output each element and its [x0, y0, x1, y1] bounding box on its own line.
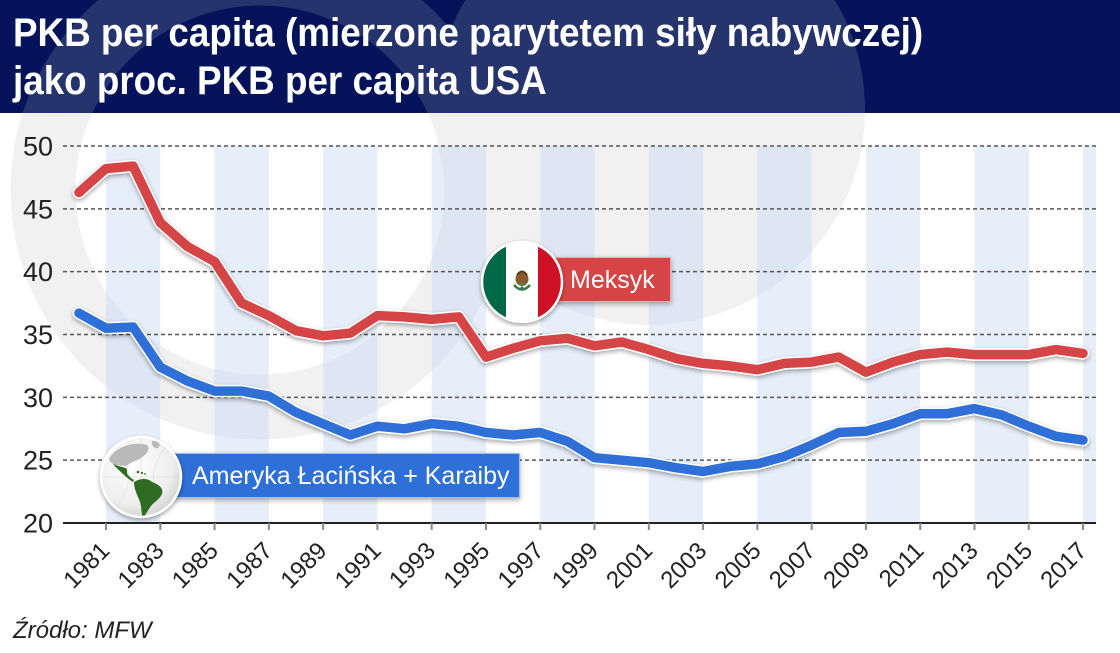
y-tick-label: 30 [23, 383, 53, 413]
x-tick-label: 2003 [655, 537, 712, 594]
x-tick-label: 1981 [58, 537, 115, 594]
x-tick-label: 1989 [276, 537, 333, 594]
chart-title-line-2: jako proc. PKB per capita USA [13, 59, 547, 103]
series-lines [72, 159, 1090, 478]
x-tick-label: 1997 [493, 537, 550, 594]
mexico-flag-icon [477, 237, 567, 327]
series-line-latin-america [72, 306, 1090, 478]
x-tick-label: 1999 [547, 537, 604, 594]
x-tick-label: 1985 [167, 537, 224, 594]
legend-mexico-text: Meksyk [570, 266, 655, 294]
y-tick-label: 25 [23, 446, 53, 476]
header-banner: PKB per capita (mierzone parytetem siły … [0, 0, 1120, 113]
series-line-mexico [72, 159, 1090, 379]
x-tick-label: 1991 [330, 537, 387, 594]
y-tick-label: 50 [23, 132, 53, 162]
legend-label-mexico: Meksyk [548, 257, 671, 302]
x-tick-label: 2015 [981, 537, 1038, 594]
x-tick-label: 1993 [384, 537, 441, 594]
x-tick-label: 1995 [438, 537, 495, 594]
x-tick-label: 2011 [874, 537, 930, 593]
y-tick-label: 20 [23, 509, 53, 539]
y-tick-label: 35 [23, 320, 53, 350]
chart-title-line-1: PKB per capita (mierzone parytetem siły … [13, 11, 924, 55]
x-axis-labels: 1981198319851987198919911993199519971999… [58, 537, 1092, 594]
x-tick-label: 2007 [764, 537, 821, 594]
x-tick-label: 2009 [818, 537, 875, 594]
y-axis-labels: 20 25 30 35 40 45 50 [23, 132, 53, 539]
header-watermark-logo [22, 0, 865, 113]
latin-america-globe-icon [96, 432, 186, 522]
y-tick-label: 45 [23, 194, 53, 224]
source-note: Źródło: MFW [13, 617, 152, 644]
legend-latam-text: Ameryka Łacińska + Karaiby [192, 462, 510, 490]
x-tick-label: 2005 [710, 537, 767, 594]
x-tick-label: 2001 [601, 537, 658, 594]
year-band [1083, 146, 1096, 523]
y-tick-label: 40 [23, 257, 53, 287]
legend-label-latin-america: Ameryka Łacińska + Karaiby [168, 453, 520, 498]
x-tick-label: 2017 [1035, 537, 1092, 594]
x-tick-label: 1983 [113, 537, 170, 594]
x-tick-label: 2013 [927, 537, 984, 594]
x-axis [63, 522, 1096, 530]
x-tick-label: 1987 [221, 537, 278, 594]
